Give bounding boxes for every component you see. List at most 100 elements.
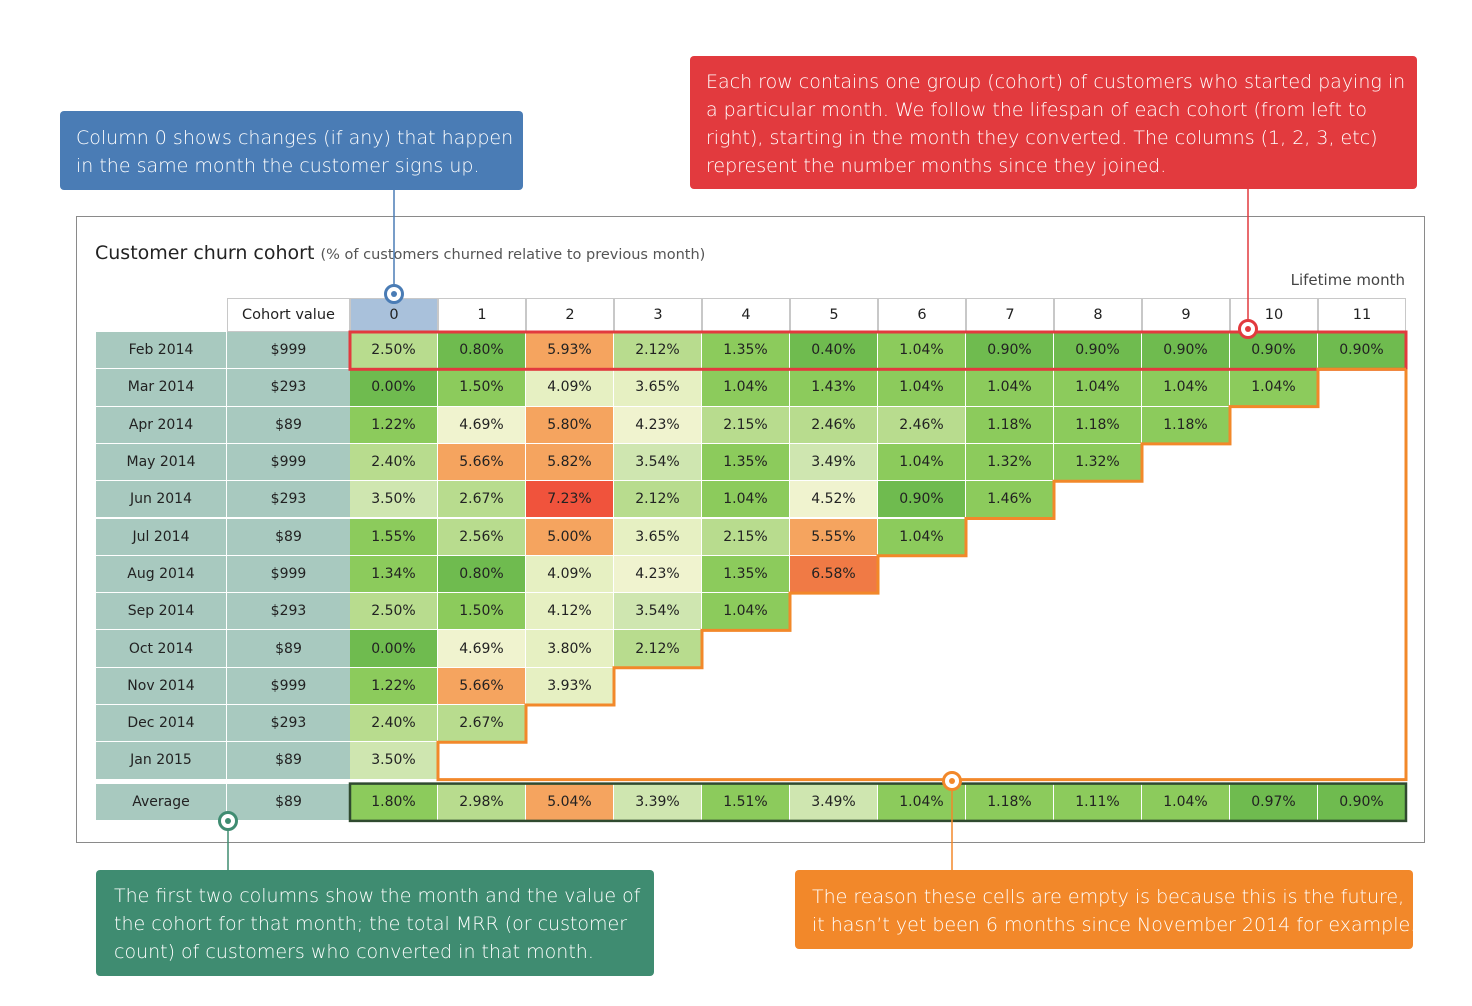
churn-cell: 1.18% bbox=[966, 783, 1054, 821]
churn-cell: 4.52% bbox=[790, 481, 878, 519]
churn-cell: 1.35% bbox=[702, 332, 790, 370]
cohort-month-label: Jan 2015 bbox=[96, 742, 227, 780]
churn-cell: 1.51% bbox=[702, 783, 790, 821]
churn-cell: 3.49% bbox=[790, 783, 878, 821]
churn-cell: 0.80% bbox=[438, 332, 526, 370]
cohort-month-label: Nov 2014 bbox=[96, 667, 227, 705]
churn-cell: 0.90% bbox=[1318, 332, 1406, 370]
chart-subtitle: (% of customers churned relative to prev… bbox=[320, 247, 706, 263]
churn-cell: 4.12% bbox=[526, 593, 614, 631]
churn-cell: 2.46% bbox=[790, 406, 878, 444]
first-columns-callout: The first two columns show the month and… bbox=[96, 870, 654, 976]
churn-cell: 1.22% bbox=[350, 667, 438, 705]
churn-cell: 0.00% bbox=[350, 630, 438, 668]
callout-line: Each row contains one group (cohort) of … bbox=[706, 71, 1406, 93]
cohort-month-label: Apr 2014 bbox=[96, 406, 227, 444]
churn-cell: 0.97% bbox=[1230, 783, 1318, 821]
churn-cell: 1.04% bbox=[878, 518, 966, 556]
cohort-month-label: Jul 2014 bbox=[96, 518, 227, 556]
churn-cell: 1.50% bbox=[438, 369, 526, 407]
churn-cell: 1.50% bbox=[438, 593, 526, 631]
callout-line: it hasn’t yet been 6 months since Novemb… bbox=[812, 914, 1417, 936]
cohort-value: $293 bbox=[227, 705, 350, 743]
churn-cell: 1.04% bbox=[878, 332, 966, 370]
cohort-value: $89 bbox=[227, 630, 350, 668]
churn-cell: 1.46% bbox=[966, 481, 1054, 519]
callout-line: The first two columns show the month and… bbox=[114, 885, 641, 907]
churn-cell: 3.54% bbox=[614, 593, 702, 631]
churn-cell: 5.66% bbox=[438, 667, 526, 705]
churn-cell: 3.49% bbox=[790, 443, 878, 482]
churn-cell: 1.80% bbox=[350, 783, 438, 821]
churn-cell: 4.09% bbox=[526, 555, 614, 594]
churn-cell: 2.40% bbox=[350, 443, 438, 482]
churn-cell: 5.93% bbox=[526, 332, 614, 370]
column-header-4: 4 bbox=[702, 298, 790, 332]
churn-cell: 1.04% bbox=[702, 481, 790, 519]
column-header-11: 11 bbox=[1318, 298, 1406, 332]
churn-cell: 1.35% bbox=[702, 555, 790, 594]
churn-cell: 1.04% bbox=[1142, 783, 1230, 821]
churn-cell: 3.39% bbox=[614, 783, 702, 821]
churn-cell: 1.32% bbox=[966, 443, 1054, 482]
cohort-month-label: Aug 2014 bbox=[96, 555, 227, 594]
churn-cell: 2.12% bbox=[614, 332, 702, 370]
cohort-value: $89 bbox=[227, 783, 350, 821]
cohort-value: $999 bbox=[227, 332, 350, 370]
churn-cell: 0.90% bbox=[1054, 332, 1142, 370]
churn-cell: 2.50% bbox=[350, 593, 438, 631]
churn-cell: 0.90% bbox=[1318, 783, 1406, 821]
column-header-8: 8 bbox=[1054, 298, 1142, 332]
empty-cells-callout: The reason these cells are empty is beca… bbox=[795, 870, 1417, 949]
churn-cell: 2.67% bbox=[438, 705, 526, 743]
churn-cell: 0.90% bbox=[1142, 332, 1230, 370]
callout-line: represent the number months since they j… bbox=[706, 155, 1167, 177]
churn-cell: 2.67% bbox=[438, 481, 526, 519]
churn-cell: 2.15% bbox=[702, 518, 790, 556]
cohort-row-callout: Each row contains one group (cohort) of … bbox=[690, 56, 1417, 189]
chart-title-main: Customer churn cohort bbox=[95, 242, 315, 264]
callout-line: The reason these cells are empty is beca… bbox=[812, 886, 1405, 908]
churn-cell: 3.50% bbox=[350, 742, 438, 780]
churn-cell: 1.43% bbox=[790, 369, 878, 407]
churn-cell: 1.04% bbox=[878, 783, 966, 821]
cohort-month-label: Sep 2014 bbox=[96, 593, 227, 631]
churn-cell: 1.18% bbox=[1054, 406, 1142, 444]
column-header-3: 3 bbox=[614, 298, 702, 332]
churn-cell: 5.00% bbox=[526, 518, 614, 556]
cohort-value: $293 bbox=[227, 369, 350, 407]
column-header-2: 2 bbox=[526, 298, 614, 332]
churn-cell: 1.04% bbox=[1142, 369, 1230, 407]
churn-cell: 1.32% bbox=[1054, 443, 1142, 482]
cohort-value: $293 bbox=[227, 481, 350, 519]
cohort-value-header: Cohort value bbox=[227, 298, 350, 332]
callout-line: the cohort for that month; the total MRR… bbox=[114, 913, 628, 935]
churn-cell: 1.55% bbox=[350, 518, 438, 556]
churn-cell: 5.55% bbox=[790, 518, 878, 556]
callout-line: count) of customers who converted in tha… bbox=[114, 941, 594, 963]
churn-cell: 4.23% bbox=[614, 406, 702, 444]
cohort-value: $293 bbox=[227, 593, 350, 631]
cohort-month-label: Jun 2014 bbox=[96, 481, 227, 519]
column-header-1: 1 bbox=[438, 298, 526, 332]
cohort-month-label: Mar 2014 bbox=[96, 369, 227, 407]
churn-cell: 0.90% bbox=[878, 481, 966, 519]
cohort-month-label: Dec 2014 bbox=[96, 705, 227, 743]
column-header-6: 6 bbox=[878, 298, 966, 332]
churn-cell: 1.34% bbox=[350, 555, 438, 594]
churn-cell: 1.04% bbox=[878, 369, 966, 407]
churn-cell: 5.82% bbox=[526, 443, 614, 482]
cohort-value: $89 bbox=[227, 742, 350, 780]
churn-cell: 3.65% bbox=[614, 518, 702, 556]
churn-cell: 2.15% bbox=[702, 406, 790, 444]
x-axis-label: Lifetime month bbox=[1290, 271, 1405, 289]
churn-cell: 3.65% bbox=[614, 369, 702, 407]
churn-cell: 7.23% bbox=[526, 481, 614, 519]
cohort-value: $89 bbox=[227, 518, 350, 556]
churn-cell: 0.90% bbox=[1230, 332, 1318, 370]
churn-cell: 1.35% bbox=[702, 443, 790, 482]
churn-cell: 1.22% bbox=[350, 406, 438, 444]
cohort-value: $999 bbox=[227, 443, 350, 482]
churn-cell: 1.11% bbox=[1054, 783, 1142, 821]
churn-cell: 0.90% bbox=[966, 332, 1054, 370]
